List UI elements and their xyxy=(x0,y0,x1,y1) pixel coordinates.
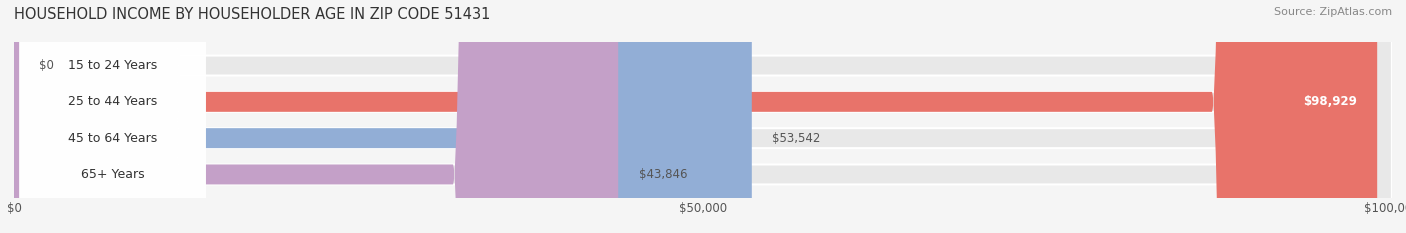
FancyBboxPatch shape xyxy=(14,0,1392,233)
FancyBboxPatch shape xyxy=(14,0,1392,233)
FancyBboxPatch shape xyxy=(20,0,205,233)
FancyBboxPatch shape xyxy=(20,0,205,233)
FancyBboxPatch shape xyxy=(14,0,1378,233)
FancyBboxPatch shape xyxy=(14,0,619,233)
FancyBboxPatch shape xyxy=(20,0,205,233)
FancyBboxPatch shape xyxy=(14,0,1392,233)
Text: 25 to 44 Years: 25 to 44 Years xyxy=(67,95,157,108)
Text: Source: ZipAtlas.com: Source: ZipAtlas.com xyxy=(1274,7,1392,17)
FancyBboxPatch shape xyxy=(14,0,752,233)
Text: HOUSEHOLD INCOME BY HOUSEHOLDER AGE IN ZIP CODE 51431: HOUSEHOLD INCOME BY HOUSEHOLDER AGE IN Z… xyxy=(14,7,491,22)
Text: 45 to 64 Years: 45 to 64 Years xyxy=(67,132,157,145)
Text: $53,542: $53,542 xyxy=(772,132,821,145)
FancyBboxPatch shape xyxy=(0,0,180,233)
Text: $98,929: $98,929 xyxy=(1302,95,1357,108)
Text: 15 to 24 Years: 15 to 24 Years xyxy=(67,59,157,72)
FancyBboxPatch shape xyxy=(20,0,205,233)
Text: 65+ Years: 65+ Years xyxy=(80,168,145,181)
Text: $43,846: $43,846 xyxy=(638,168,688,181)
Text: $0: $0 xyxy=(39,59,53,72)
FancyBboxPatch shape xyxy=(14,0,1392,233)
